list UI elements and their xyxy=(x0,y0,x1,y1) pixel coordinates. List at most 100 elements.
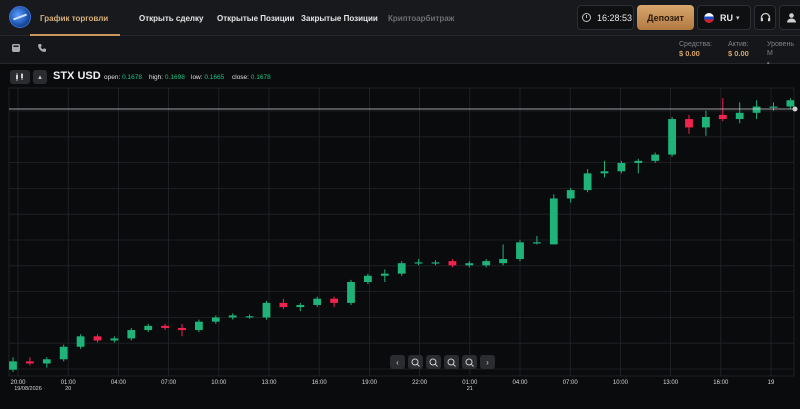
nav-tab-1[interactable]: Открыть сделку xyxy=(139,13,204,23)
chevron-left-icon: ‹ xyxy=(396,357,399,367)
calculator-icon[interactable] xyxy=(9,41,23,55)
account-toolbar: Средства: $ 0.00 Актив: $ 0.00 Уровень М… xyxy=(0,36,800,67)
candle-body xyxy=(161,325,169,328)
trading-chart-panel[interactable]: 20:00 01:00 04:00 07:00 10:00 13:00 16:00 19:00… xyxy=(0,64,800,409)
candle-body xyxy=(59,346,68,360)
zoom-fit-icon xyxy=(447,358,456,367)
nav-tab-3[interactable]: Закрытые Позиции xyxy=(301,13,378,23)
chart-type-button[interactable] xyxy=(10,70,30,84)
nav-tab-2[interactable]: Открытые Позиции xyxy=(217,13,295,23)
candle-body xyxy=(42,359,51,364)
x-tick-label: 22:00 xyxy=(412,380,428,386)
zoom-fit-button[interactable] xyxy=(444,355,459,369)
clock-icon xyxy=(582,13,591,22)
candle-body xyxy=(330,298,338,303)
candle-body xyxy=(397,263,406,274)
collapse-chart-button[interactable]: ▴ xyxy=(33,70,47,84)
profile-button[interactable] xyxy=(779,5,800,30)
candle-body xyxy=(26,361,34,364)
candle-body xyxy=(702,116,710,128)
candles-icon xyxy=(16,73,23,81)
clock-time: 16:28:53 xyxy=(597,12,633,23)
candle-body xyxy=(583,173,592,191)
candle-body xyxy=(482,261,491,266)
language-code: RU xyxy=(720,12,733,23)
x-tick-label: 04:00 xyxy=(512,380,528,386)
candle-body xyxy=(195,321,203,331)
headset-icon xyxy=(760,12,770,22)
candle-body xyxy=(296,304,305,308)
margin-level-stat: Уровень М - xyxy=(767,40,800,67)
active-value: $ 0.00 xyxy=(728,49,749,58)
ohlc-low: low: 0.1665 xyxy=(191,74,225,81)
x-tick-label: 01:00 xyxy=(61,380,77,386)
candle-body xyxy=(735,112,744,120)
x-tick-label: 16:00 xyxy=(713,380,729,386)
x-date-label: 19/08/2026 xyxy=(14,386,42,392)
chart-symbol: STX USD xyxy=(53,70,101,82)
scroll-right-button[interactable]: › xyxy=(480,355,495,369)
plot-frame xyxy=(8,87,795,377)
ohlc-low-value: 0.1665 xyxy=(204,74,225,81)
zoom-out-button[interactable] xyxy=(426,355,441,369)
candle-body xyxy=(718,114,727,120)
candle-body xyxy=(668,119,676,155)
candle-body xyxy=(549,198,558,245)
chevron-up-icon: ▴ xyxy=(38,74,42,81)
candle-body xyxy=(93,336,102,341)
candle-body xyxy=(228,315,237,318)
funds-stat: Средства: $ 0.00 xyxy=(679,40,712,58)
candle-body xyxy=(144,325,153,331)
x-tick-label: 20:00 xyxy=(10,380,26,386)
x-tick-label: 13:00 xyxy=(261,380,277,386)
price-marker xyxy=(792,106,798,112)
candle-body xyxy=(465,263,474,266)
candle-body xyxy=(516,242,524,260)
server-clock: 16:28:53 xyxy=(577,5,634,30)
x-tick-label: 07:00 xyxy=(563,380,579,386)
candle-body xyxy=(347,282,355,303)
chevron-right-icon: › xyxy=(486,357,489,367)
brand-logo-icon[interactable] xyxy=(9,6,31,28)
candle-body xyxy=(178,327,186,331)
zoom-reset-button[interactable] xyxy=(462,355,477,369)
margin-level-value: - xyxy=(767,58,770,67)
candle-body xyxy=(364,275,372,282)
candle-body xyxy=(380,273,389,276)
russia-flag-icon xyxy=(704,12,714,23)
x-tick-label: 04:00 xyxy=(111,380,127,386)
phone-icon[interactable] xyxy=(35,41,49,55)
x-tick-label: 19 xyxy=(768,380,775,386)
support-button[interactable] xyxy=(754,5,776,30)
zoom-reset-icon xyxy=(465,358,474,367)
ohlc-close: close: 0.1678 xyxy=(232,74,271,81)
nav-tab-0[interactable]: График торговли xyxy=(29,0,121,36)
margin-level-label: Уровень М xyxy=(767,41,794,57)
ohlc-high-value: 0.1698 xyxy=(164,74,185,81)
candle-body xyxy=(634,160,643,163)
candle-body xyxy=(9,361,17,370)
deposit-button[interactable]: Депозит xyxy=(637,5,694,30)
funds-value: $ 0.00 xyxy=(679,49,700,58)
x-tick-label: 13:00 xyxy=(663,380,679,386)
candle-body xyxy=(76,336,85,347)
scroll-left-button[interactable]: ‹ xyxy=(390,355,405,369)
x-tick-label: 16:00 xyxy=(312,380,328,386)
ohlc-open: open: 0.1678 xyxy=(104,74,142,81)
chart-zoom-controls: ‹ › xyxy=(390,355,495,369)
candle-body xyxy=(685,119,693,128)
ohlc-close-value: 0.1678 xyxy=(250,74,271,81)
candle-body xyxy=(752,106,761,113)
candle-body xyxy=(127,330,136,339)
chevron-down-icon: ▾ xyxy=(736,14,740,22)
language-selector[interactable]: RU ▾ xyxy=(697,5,751,30)
user-icon xyxy=(786,13,796,23)
candle-body xyxy=(499,259,507,264)
candlestick-chart[interactable]: 20:00 01:00 04:00 07:00 10:00 13:00 16:00 19:00… xyxy=(0,64,800,409)
x-date-label: 20 xyxy=(65,386,71,392)
zoom-out-icon xyxy=(429,358,438,367)
zoom-in-button[interactable] xyxy=(408,355,423,369)
candle-body xyxy=(262,302,271,318)
candle-body xyxy=(769,106,778,108)
x-tick-label: 01:00 xyxy=(462,380,478,386)
